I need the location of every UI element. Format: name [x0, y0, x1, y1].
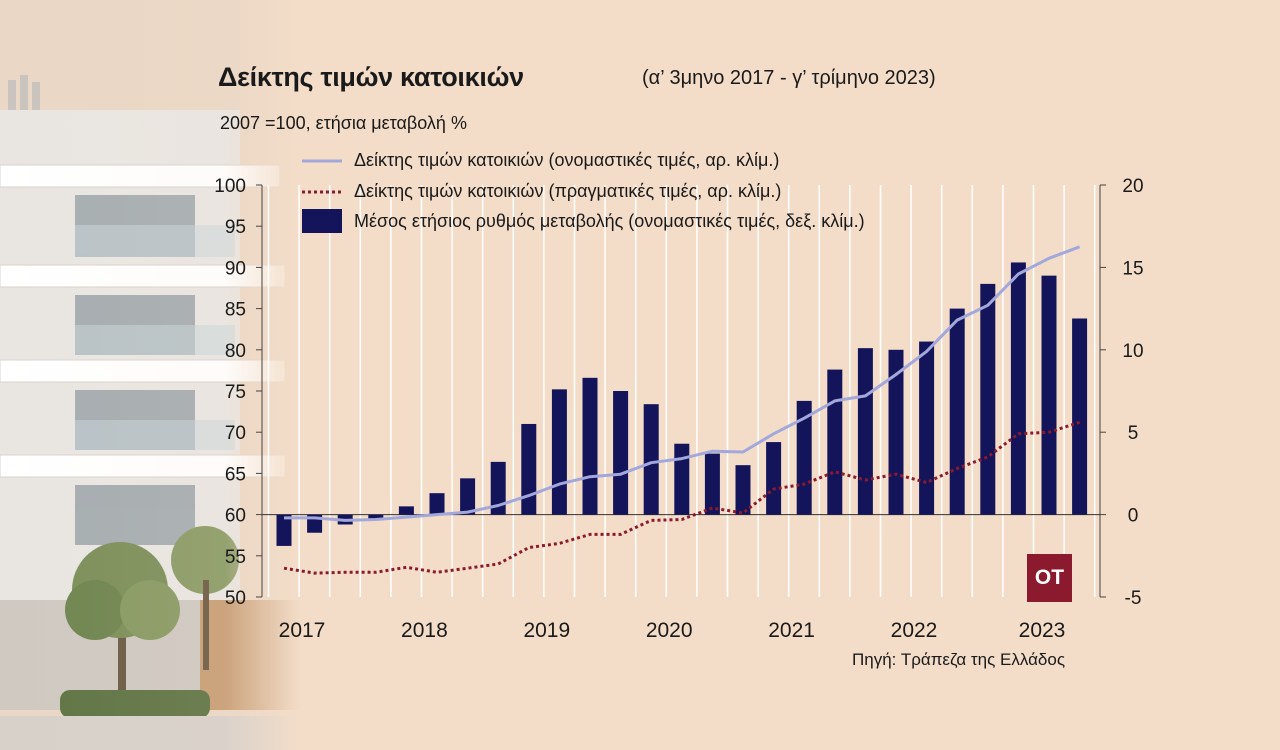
legend-swatch-solid	[302, 159, 342, 162]
bar	[1072, 318, 1088, 515]
legend-item-real: Δείκτης τιμών κατοικιών (πραγματικές τιμ…	[300, 181, 781, 202]
right-tick-label: -5	[1125, 588, 1142, 609]
left-tick-label: 85	[225, 300, 246, 321]
bar	[368, 514, 384, 520]
bar	[551, 389, 567, 515]
unit-note: 2007 =100, ετήσια μεταβολή %	[220, 113, 467, 133]
x-tick-label: 2018	[401, 619, 448, 642]
x-tick-label: 2019	[523, 619, 570, 642]
left-tick-label: 65	[225, 464, 246, 485]
left-tick-label: 80	[225, 341, 246, 362]
chart-subtitle: (α’ 3μηνο 2017 - γ’ τρίμηνο 2023)	[642, 67, 936, 89]
bar	[796, 400, 812, 515]
legend-item-nominal: Δείκτης τιμών κατοικιών (ονομαστικές τιμ…	[300, 150, 779, 171]
left-tick-label: 50	[225, 588, 246, 609]
legend-swatch-dotted	[302, 190, 342, 193]
left-tick-label: 95	[225, 217, 246, 238]
legend-label: Δείκτης τιμών κατοικιών (πραγματικές τιμ…	[354, 181, 782, 201]
x-tick-label: 2020	[646, 619, 693, 642]
bar	[888, 349, 904, 515]
bar	[735, 465, 751, 515]
legend-swatch-bar	[302, 209, 342, 233]
bar	[643, 404, 659, 515]
bar	[1041, 275, 1057, 515]
right-tick-label: 5	[1128, 423, 1139, 444]
legend-label: Μέσος ετήσιος ρυθμός μεταβολής (ονομαστι…	[354, 210, 865, 231]
bar	[521, 423, 537, 515]
chart-title: Δείκτης τιμών κατοικιών	[218, 62, 524, 92]
legend-item-bars: Μέσος ετήσιος ρυθμός μεταβολής (ονομαστι…	[300, 208, 865, 234]
bar	[827, 369, 843, 515]
bar	[674, 443, 690, 515]
bar	[949, 308, 965, 515]
left-tick-label: 60	[225, 506, 246, 527]
x-tick-label: 2021	[768, 619, 815, 642]
bar	[766, 442, 782, 515]
bar	[429, 493, 445, 515]
left-tick-label: 70	[225, 423, 246, 444]
ot-logo: ΟΤ	[1027, 554, 1072, 602]
right-tick-label: 20	[1122, 176, 1143, 197]
legend-label: Δείκτης τιμών κατοικιών (ονομαστικές τιμ…	[354, 150, 780, 170]
left-tick-label: 55	[225, 547, 246, 568]
left-tick-label: 90	[225, 258, 246, 279]
x-tick-label: 2023	[1019, 619, 1066, 642]
bar	[276, 514, 292, 546]
building-illustration	[0, 0, 300, 750]
nominal-index-line	[284, 245, 1081, 522]
bar	[919, 341, 935, 515]
bar	[460, 478, 476, 515]
bar	[704, 453, 720, 515]
bar	[613, 391, 629, 515]
left-tick-label: 100	[214, 176, 246, 197]
x-tick-label: 2017	[279, 619, 326, 642]
real-index-line	[283, 420, 1081, 575]
bar	[857, 348, 873, 515]
bar	[582, 377, 598, 515]
bar	[398, 506, 414, 515]
bar	[490, 461, 506, 515]
bar	[1010, 262, 1026, 515]
bar	[980, 283, 996, 515]
right-tick-label: 10	[1122, 341, 1143, 362]
right-tick-label: 15	[1122, 258, 1143, 279]
right-tick-label: 0	[1128, 506, 1139, 527]
left-tick-label: 75	[225, 382, 246, 403]
x-tick-label: 2022	[891, 619, 938, 642]
source-note: Πηγή: Τράπεζα της Ελλάδος	[852, 650, 1066, 669]
